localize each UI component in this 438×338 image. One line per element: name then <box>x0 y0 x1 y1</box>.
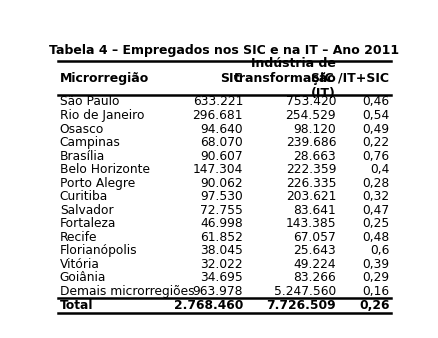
Text: 203.621: 203.621 <box>286 190 336 203</box>
Text: Rio de Janeiro: Rio de Janeiro <box>60 109 145 122</box>
Text: 61.852: 61.852 <box>200 231 243 244</box>
Text: 0,54: 0,54 <box>362 109 389 122</box>
Text: 98.120: 98.120 <box>293 123 336 136</box>
Text: 72.755: 72.755 <box>200 204 243 217</box>
Text: Total: Total <box>60 299 93 312</box>
Text: Campinas: Campinas <box>60 136 121 149</box>
Text: 5.247.560: 5.247.560 <box>274 285 336 298</box>
Text: Goiânia: Goiânia <box>60 271 106 284</box>
Text: 143.385: 143.385 <box>286 217 336 230</box>
Text: 633.221: 633.221 <box>193 95 243 108</box>
Text: 7.726.509: 7.726.509 <box>267 299 336 312</box>
Text: Microrregião: Microrregião <box>60 72 149 85</box>
Text: 97.530: 97.530 <box>200 190 243 203</box>
Text: 0,26: 0,26 <box>359 299 389 312</box>
Text: 25.643: 25.643 <box>293 244 336 257</box>
Text: 0,25: 0,25 <box>362 217 389 230</box>
Text: 0,16: 0,16 <box>362 285 389 298</box>
Text: 0,4: 0,4 <box>370 163 389 176</box>
Text: 0,32: 0,32 <box>362 190 389 203</box>
Text: 753.420: 753.420 <box>286 95 336 108</box>
Text: 83.641: 83.641 <box>293 204 336 217</box>
Text: 49.224: 49.224 <box>293 258 336 271</box>
Text: São Paulo: São Paulo <box>60 95 119 108</box>
Text: 0,39: 0,39 <box>362 258 389 271</box>
Text: 0,29: 0,29 <box>362 271 389 284</box>
Text: 83.266: 83.266 <box>293 271 336 284</box>
Text: 0,22: 0,22 <box>362 136 389 149</box>
Text: 226.335: 226.335 <box>286 177 336 190</box>
Text: SIC: SIC <box>220 72 243 85</box>
Text: Recife: Recife <box>60 231 97 244</box>
Text: 68.070: 68.070 <box>200 136 243 149</box>
Text: 147.304: 147.304 <box>193 163 243 176</box>
Text: Fortaleza: Fortaleza <box>60 217 116 230</box>
Text: SIC /IT+SIC: SIC /IT+SIC <box>311 72 389 85</box>
Text: Tabela 4 – Empregados nos SIC e na IT – Ano 2011: Tabela 4 – Empregados nos SIC e na IT – … <box>49 45 399 57</box>
Text: 28.663: 28.663 <box>293 150 336 163</box>
Text: 32.022: 32.022 <box>201 258 243 271</box>
Text: Curitiba: Curitiba <box>60 190 108 203</box>
Text: 46.998: 46.998 <box>200 217 243 230</box>
Text: 90.607: 90.607 <box>201 150 243 163</box>
Text: 67.057: 67.057 <box>293 231 336 244</box>
Text: Brasília: Brasília <box>60 150 105 163</box>
Text: 2.768.460: 2.768.460 <box>174 299 243 312</box>
Text: Demais microrregiões: Demais microrregiões <box>60 285 194 298</box>
Text: Porto Alegre: Porto Alegre <box>60 177 135 190</box>
Text: 94.640: 94.640 <box>201 123 243 136</box>
Text: 38.045: 38.045 <box>200 244 243 257</box>
Text: 34.695: 34.695 <box>200 271 243 284</box>
Text: 222.359: 222.359 <box>286 163 336 176</box>
Text: 254.529: 254.529 <box>286 109 336 122</box>
Text: Salvador: Salvador <box>60 204 113 217</box>
Text: Belo Horizonte: Belo Horizonte <box>60 163 150 176</box>
Text: 0,48: 0,48 <box>362 231 389 244</box>
Text: 963.978: 963.978 <box>193 285 243 298</box>
Text: 296.681: 296.681 <box>193 109 243 122</box>
Text: 0,47: 0,47 <box>362 204 389 217</box>
Text: Osasco: Osasco <box>60 123 104 136</box>
Text: 0,49: 0,49 <box>362 123 389 136</box>
Text: 0,28: 0,28 <box>362 177 389 190</box>
Text: 0,46: 0,46 <box>362 95 389 108</box>
Text: 90.062: 90.062 <box>201 177 243 190</box>
Text: Indústria de
transformação
(IT): Indústria de transformação (IT) <box>233 57 336 100</box>
Text: Vitória: Vitória <box>60 258 100 271</box>
Text: 0,76: 0,76 <box>362 150 389 163</box>
Text: 0,6: 0,6 <box>370 244 389 257</box>
Text: Florianópolis: Florianópolis <box>60 244 138 257</box>
Text: 239.686: 239.686 <box>286 136 336 149</box>
